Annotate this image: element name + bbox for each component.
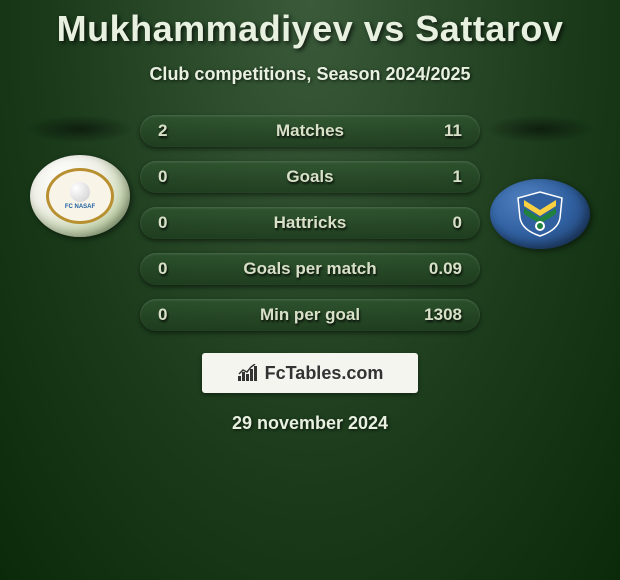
shadow-ellipse-right <box>485 115 595 143</box>
shield-icon <box>512 190 568 238</box>
stat-right-value: 1308 <box>412 305 462 325</box>
stat-left-value: 0 <box>158 213 208 233</box>
stat-label: Goals per match <box>208 259 412 279</box>
attribution-text: FcTables.com <box>265 363 384 384</box>
stat-row-min-per-goal: 0 Min per goal 1308 <box>140 299 480 331</box>
stat-label: Goals <box>208 167 412 187</box>
stat-left-value: 2 <box>158 121 208 141</box>
date-text: 29 november 2024 <box>0 413 620 434</box>
stat-label: Hattricks <box>208 213 412 233</box>
stat-left-value: 0 <box>158 305 208 325</box>
left-badge-column: FC NASAF <box>20 115 140 237</box>
team-badge-right <box>490 179 590 249</box>
stats-column: 2 Matches 11 0 Goals 1 0 Hattricks 0 0 G… <box>140 115 480 331</box>
stat-right-value: 0.09 <box>412 259 462 279</box>
badge-left-text: FC NASAF <box>65 204 95 210</box>
stat-right-value: 11 <box>412 121 462 141</box>
comparison-panel: FC NASAF 2 Matches 11 0 Goals 1 0 Hattri… <box>0 115 620 331</box>
stat-row-hattricks: 0 Hattricks 0 <box>140 207 480 239</box>
stat-right-value: 1 <box>412 167 462 187</box>
stat-label: Min per goal <box>208 305 412 325</box>
attribution-badge: FcTables.com <box>202 353 418 393</box>
subtitle: Club competitions, Season 2024/2025 <box>0 64 620 85</box>
shadow-ellipse-left <box>25 115 135 143</box>
stat-left-value: 0 <box>158 167 208 187</box>
stat-row-goals: 0 Goals 1 <box>140 161 480 193</box>
bar-chart-icon <box>237 364 259 382</box>
ball-icon <box>70 182 90 202</box>
team-badge-left-inner: FC NASAF <box>46 168 114 224</box>
stat-right-value: 0 <box>412 213 462 233</box>
stat-left-value: 0 <box>158 259 208 279</box>
page-title: Mukhammadiyev vs Sattarov <box>0 0 620 50</box>
stat-row-goals-per-match: 0 Goals per match 0.09 <box>140 253 480 285</box>
stat-label: Matches <box>208 121 412 141</box>
right-badge-column <box>480 115 600 249</box>
stat-row-matches: 2 Matches 11 <box>140 115 480 147</box>
team-badge-left: FC NASAF <box>30 155 130 237</box>
